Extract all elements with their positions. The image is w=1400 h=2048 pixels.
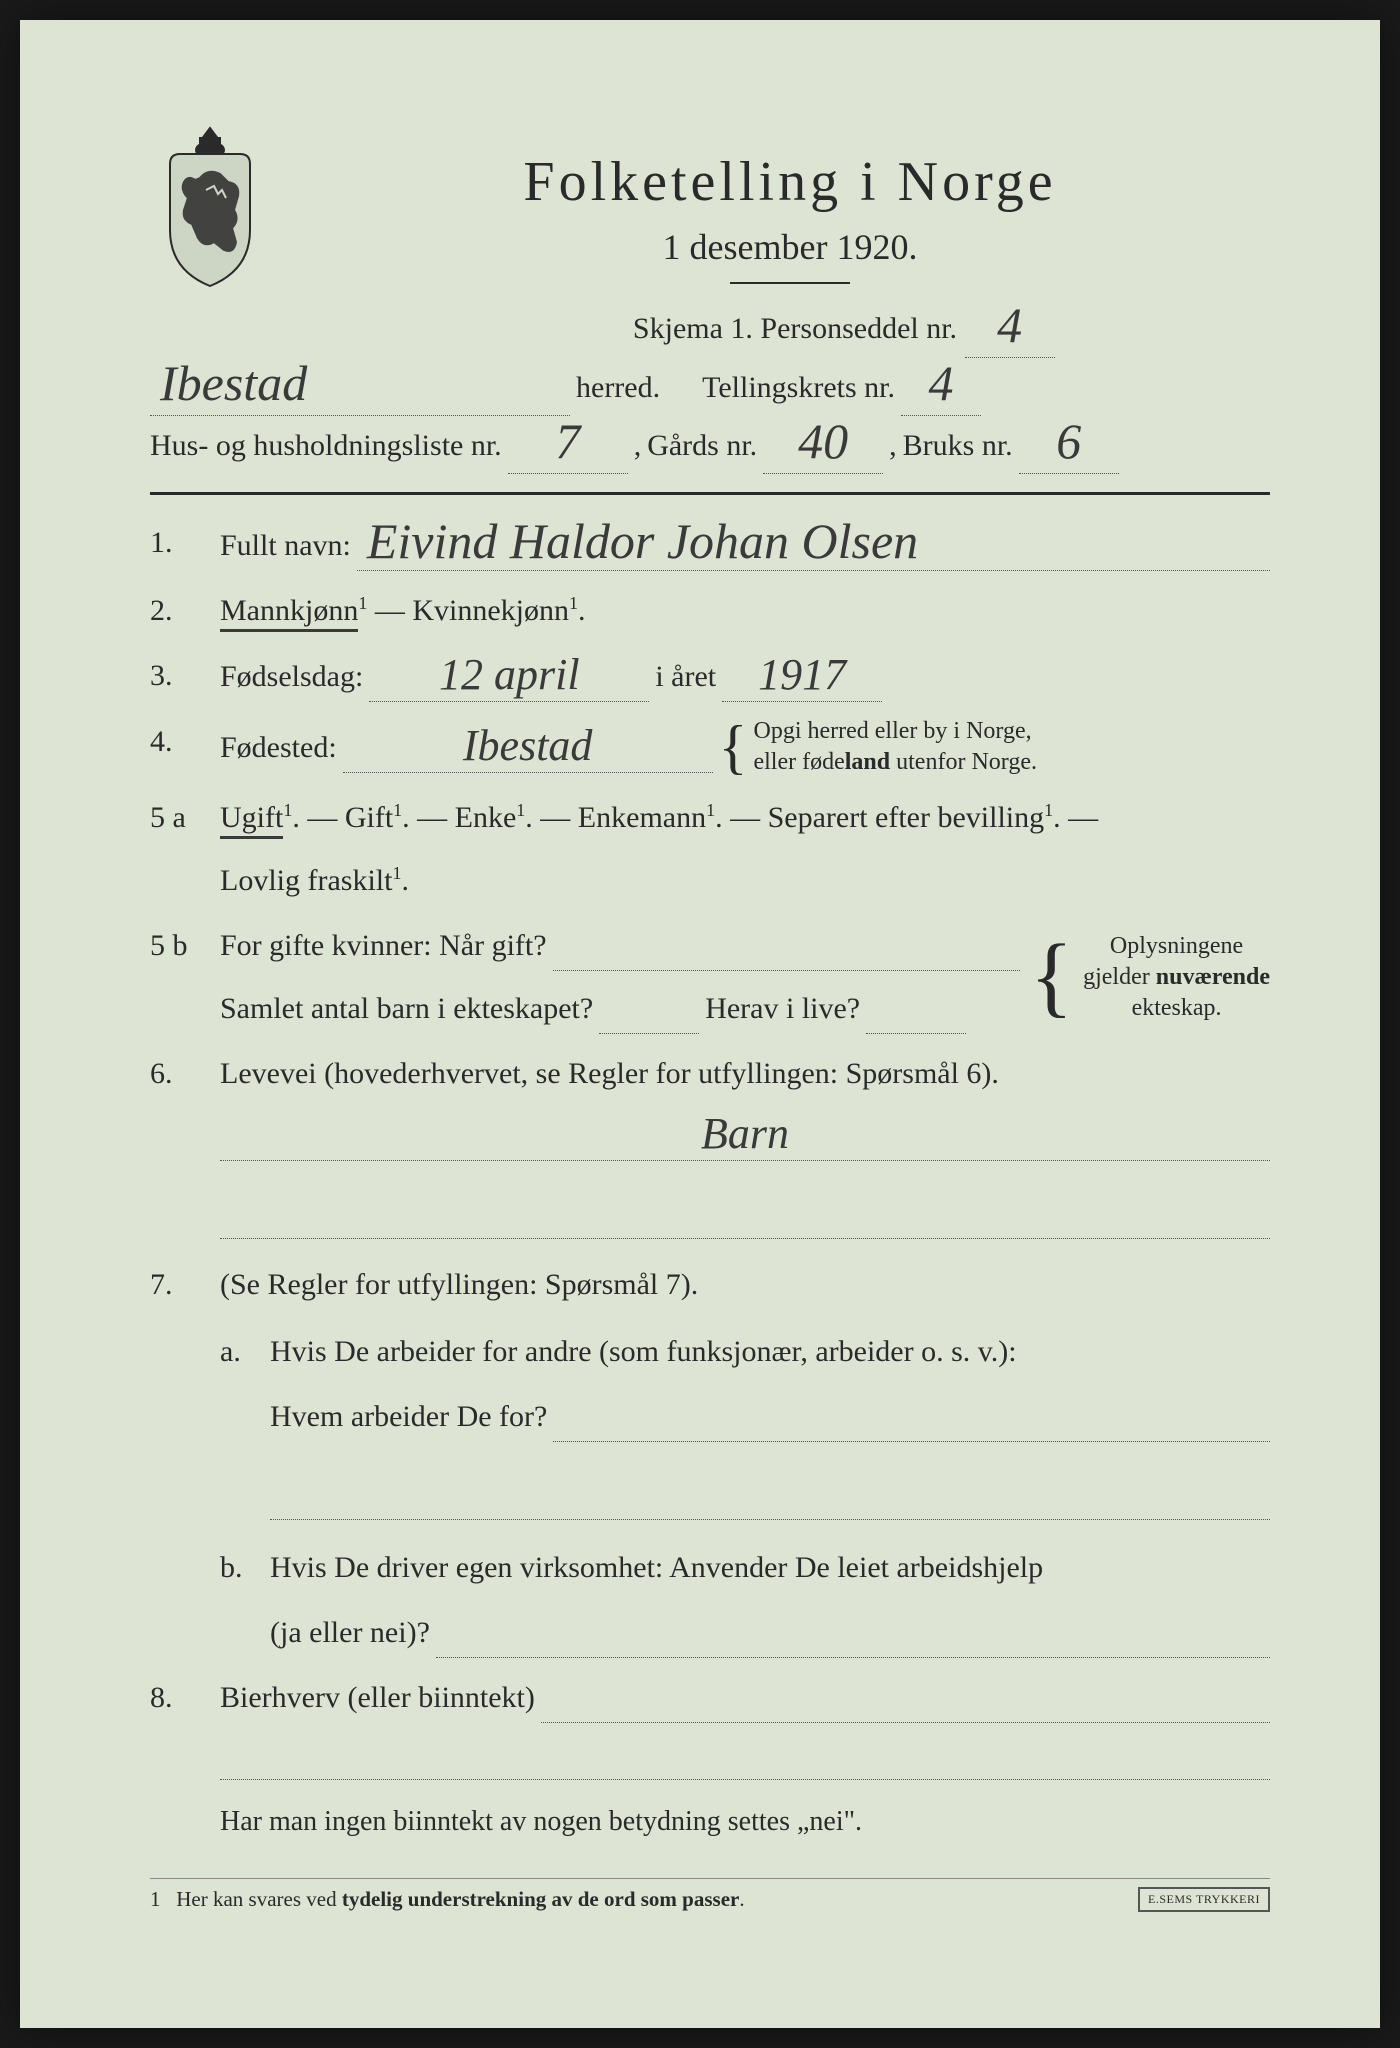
q6-label: Levevei (hovederhvervet, se Regler for u… bbox=[220, 1057, 999, 1090]
title-divider bbox=[730, 282, 850, 284]
hus-label: Hus- og husholdningsliste nr. bbox=[150, 417, 502, 474]
q4: 4. Fødested: Ibestad { Opgi herred eller… bbox=[150, 716, 1270, 778]
q1-label: Fullt navn: bbox=[220, 520, 351, 571]
q5a-enkemann: Enkemann bbox=[578, 801, 706, 834]
skjema-nr: 4 bbox=[997, 305, 1022, 345]
herred-label: herred. bbox=[576, 359, 660, 416]
title-block: Folketelling i Norge 1 desember 1920. bbox=[310, 120, 1270, 284]
gards-nr: 40 bbox=[798, 421, 848, 461]
q5b-note: Oplysningene gjelder nuværende ekteskap. bbox=[1083, 931, 1270, 1025]
herred-value: Ibestad bbox=[150, 363, 307, 403]
hus-line: Hus- og husholdningsliste nr. 7 , Gårds … bbox=[150, 416, 1270, 474]
q8: 8. Bierhverv (eller biinntekt) bbox=[150, 1672, 1270, 1723]
skjema-line: Skjema 1. Personseddel nr. 4 bbox=[150, 300, 1270, 358]
form-title: Folketelling i Norge bbox=[310, 150, 1270, 214]
bruks-label: Bruks nr. bbox=[903, 417, 1013, 474]
q3-mid: i året bbox=[655, 651, 716, 702]
header: Folketelling i Norge 1 desember 1920. bbox=[150, 120, 1270, 290]
q7b-num: b. bbox=[220, 1542, 270, 1658]
q8-num: 8. bbox=[150, 1672, 220, 1723]
tellingskrets-nr: 4 bbox=[929, 363, 954, 403]
q4-note: Opgi herred eller by i Norge, eller føde… bbox=[753, 716, 1037, 778]
bruks-nr: 6 bbox=[1056, 421, 1081, 461]
q7: 7. (Se Regler for utfyllingen: Spørsmål … bbox=[150, 1259, 1270, 1658]
census-form-page: Folketelling i Norge 1 desember 1920. Sk… bbox=[20, 20, 1380, 2028]
q3-year: 1917 bbox=[758, 657, 846, 692]
q7-num: 7. bbox=[150, 1259, 220, 1658]
q5b-l1a: For gifte kvinner: Når gift? bbox=[220, 920, 547, 971]
separator-line bbox=[150, 492, 1270, 495]
tellingskrets-label: Tellingskrets nr. bbox=[702, 359, 895, 416]
brace-icon: { bbox=[719, 723, 748, 771]
q3-num: 3. bbox=[150, 650, 220, 702]
q2: 2. Mannkjønn1 — Kvinnekjønn1. bbox=[150, 585, 1270, 636]
skjema-label: Skjema 1. Personseddel nr. bbox=[633, 312, 957, 345]
q7a-num: a. bbox=[220, 1326, 270, 1520]
q8-label: Bierhverv (eller biinntekt) bbox=[220, 1672, 535, 1723]
q7b-l2: (ja eller nei)? bbox=[270, 1607, 430, 1658]
footnote-text: Her kan svares ved tydelig understreknin… bbox=[176, 1887, 744, 1911]
gards-label: Gårds nr. bbox=[647, 417, 757, 474]
q5a-enke: Enke bbox=[455, 801, 517, 834]
q5b-num: 5 b bbox=[150, 920, 220, 1034]
footnote: 1 Her kan svares ved tydelig understrekn… bbox=[150, 1878, 1270, 1912]
q2-mann: Mannkjønn bbox=[220, 594, 358, 632]
q7b-l1: Hvis De driver egen virksomhet: Anvender… bbox=[270, 1542, 1270, 1593]
q5a-fraskilt: Lovlig fraskilt bbox=[220, 864, 392, 897]
q3-daymonth: 12 april bbox=[439, 657, 580, 692]
q2-num: 2. bbox=[150, 585, 220, 636]
q4-label: Fødested: bbox=[220, 722, 337, 773]
coat-of-arms-icon bbox=[150, 120, 270, 290]
footnote-num: 1 bbox=[150, 1887, 161, 1911]
q8-blank bbox=[220, 1745, 1270, 1780]
q6-value: Barn bbox=[701, 1116, 789, 1151]
form-date: 1 desember 1920. bbox=[310, 226, 1270, 268]
q5a-ugift: Ugift bbox=[220, 801, 283, 839]
q1-num: 1. bbox=[150, 517, 220, 571]
q1-value: Eivind Haldor Johan Olsen bbox=[367, 521, 918, 561]
q4-num: 4. bbox=[150, 716, 220, 778]
q5a: 5 a Ugift1. — Gift1. — Enke1. — Enkemann… bbox=[150, 792, 1270, 906]
q5a-num: 5 a bbox=[150, 792, 220, 906]
q5b-l2a: Samlet antal barn i ekteskapet? bbox=[220, 983, 593, 1034]
q6-num: 6. bbox=[150, 1048, 220, 1239]
hus-nr: 7 bbox=[555, 421, 580, 461]
q2-kvinne: Kvinnekjønn bbox=[412, 594, 569, 627]
bottom-note: Har man ingen biinntekt av nogen betydni… bbox=[220, 1806, 1270, 1838]
q5a-separert: Separert efter bevilling bbox=[768, 801, 1045, 834]
brace-icon: { bbox=[1030, 941, 1073, 1013]
herred-line: Ibestad herred. Tellingskrets nr. 4 bbox=[150, 358, 1270, 416]
q5b: 5 b For gifte kvinner: Når gift? Samlet … bbox=[150, 920, 1270, 1034]
q5b-l2b: Herav i live? bbox=[705, 983, 860, 1034]
q7-label: (Se Regler for utfyllingen: Spørsmål 7). bbox=[220, 1268, 698, 1301]
q1: 1. Fullt navn: Eivind Haldor Johan Olsen bbox=[150, 517, 1270, 571]
q7a-l2: Hvem arbeider De for? bbox=[270, 1391, 547, 1442]
q5a-gift: Gift bbox=[345, 801, 393, 834]
q6: 6. Levevei (hovederhvervet, se Regler fo… bbox=[150, 1048, 1270, 1239]
q4-value: Ibestad bbox=[463, 728, 593, 763]
q3-label: Fødselsdag: bbox=[220, 651, 363, 702]
printer-stamp: E.SEMS TRYKKERI bbox=[1138, 1887, 1270, 1912]
q7a-l1: Hvis De arbeider for andre (som funksjon… bbox=[270, 1326, 1270, 1377]
q3: 3. Fødselsdag: 12 april i året 1917 bbox=[150, 650, 1270, 702]
